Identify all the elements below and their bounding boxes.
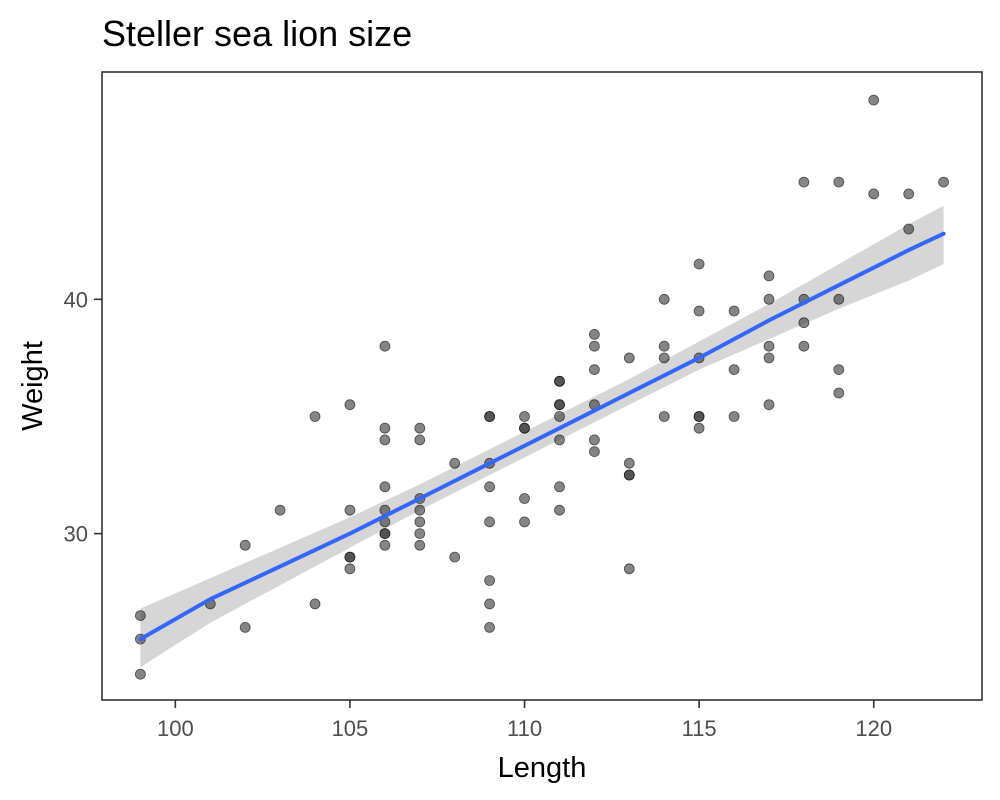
data-point bbox=[344, 551, 356, 563]
data-point bbox=[693, 305, 705, 317]
data-point bbox=[554, 504, 565, 516]
data-point bbox=[554, 399, 565, 411]
y-axis-title: Weight bbox=[17, 341, 49, 431]
data-point bbox=[519, 422, 530, 434]
data-point bbox=[379, 340, 391, 352]
data-point bbox=[903, 223, 915, 235]
fit-line bbox=[138, 231, 946, 642]
data-point bbox=[763, 352, 775, 364]
x-axis-title: Length bbox=[498, 752, 587, 784]
data-point bbox=[658, 352, 670, 364]
data-point bbox=[693, 422, 705, 434]
data-point bbox=[623, 457, 635, 469]
y-axis: 30 40 bbox=[64, 287, 102, 547]
data-point bbox=[728, 364, 740, 376]
data-point bbox=[519, 516, 530, 528]
data-point bbox=[798, 317, 810, 329]
x-tick-label: 100 bbox=[157, 716, 194, 741]
data-point bbox=[658, 293, 670, 305]
data-point bbox=[519, 411, 530, 422]
data-point bbox=[134, 610, 146, 621]
data-point bbox=[554, 481, 565, 493]
data-point bbox=[414, 528, 426, 539]
data-point bbox=[589, 340, 600, 352]
fit-line-layer bbox=[138, 231, 946, 642]
data-point bbox=[798, 176, 810, 188]
chart-title: Steller sea lion size bbox=[102, 13, 412, 54]
data-point bbox=[554, 375, 565, 387]
data-point bbox=[589, 328, 600, 340]
data-point bbox=[414, 516, 426, 528]
data-point bbox=[589, 446, 600, 458]
x-tick-label: 105 bbox=[332, 716, 369, 741]
data-point bbox=[239, 622, 251, 633]
data-point bbox=[658, 340, 670, 352]
data-point bbox=[728, 411, 740, 422]
data-point bbox=[484, 411, 496, 422]
data-point bbox=[379, 422, 391, 434]
data-point bbox=[134, 668, 146, 680]
x-tick-label: 110 bbox=[507, 716, 542, 741]
data-point bbox=[833, 176, 845, 188]
y-tick-label: 40 bbox=[64, 287, 88, 312]
x-axis: 100 105 110 115 120 bbox=[157, 700, 892, 741]
data-point bbox=[519, 493, 530, 504]
data-point bbox=[449, 457, 461, 469]
data-point bbox=[379, 539, 391, 551]
data-point bbox=[868, 188, 880, 200]
data-point bbox=[868, 94, 880, 106]
data-point bbox=[623, 563, 635, 575]
data-point bbox=[414, 504, 426, 516]
data-point bbox=[833, 387, 845, 399]
data-point bbox=[623, 352, 635, 364]
data-point bbox=[379, 481, 391, 493]
data-point bbox=[763, 399, 775, 411]
x-tick-label: 120 bbox=[855, 716, 892, 741]
data-point bbox=[414, 539, 426, 551]
data-point bbox=[344, 504, 356, 516]
data-point bbox=[833, 364, 845, 376]
data-point bbox=[414, 422, 426, 434]
data-point bbox=[833, 293, 845, 305]
data-point bbox=[658, 411, 670, 422]
data-point bbox=[903, 188, 915, 200]
data-point bbox=[763, 270, 775, 282]
data-point bbox=[623, 469, 635, 481]
data-point bbox=[449, 551, 461, 563]
points-layer bbox=[134, 94, 949, 680]
data-point bbox=[693, 258, 705, 270]
data-point bbox=[484, 622, 496, 633]
data-point bbox=[728, 305, 740, 317]
data-point bbox=[344, 399, 356, 411]
data-point bbox=[379, 434, 391, 446]
data-point bbox=[938, 176, 949, 188]
data-point bbox=[554, 434, 565, 446]
panel-border bbox=[101, 71, 983, 701]
data-point bbox=[309, 411, 321, 422]
data-point bbox=[589, 434, 600, 446]
data-point bbox=[274, 504, 286, 516]
data-point bbox=[379, 528, 391, 539]
data-point bbox=[484, 481, 496, 493]
data-point bbox=[484, 598, 496, 610]
data-point bbox=[239, 539, 251, 551]
data-point bbox=[414, 434, 426, 446]
data-point bbox=[589, 364, 600, 376]
x-tick-label: 115 bbox=[682, 716, 717, 741]
data-point bbox=[344, 563, 356, 575]
data-point bbox=[763, 340, 775, 352]
data-point bbox=[763, 293, 775, 305]
data-point bbox=[484, 575, 496, 586]
y-tick-label: 30 bbox=[64, 522, 88, 547]
data-point bbox=[693, 411, 705, 422]
data-point bbox=[554, 411, 565, 422]
data-point bbox=[484, 516, 496, 528]
data-point bbox=[309, 598, 321, 610]
data-point bbox=[798, 340, 810, 352]
